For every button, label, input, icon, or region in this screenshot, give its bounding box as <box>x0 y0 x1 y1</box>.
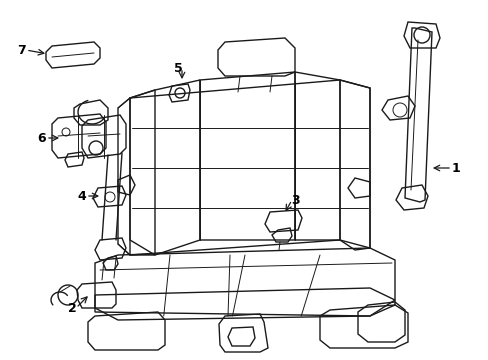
Text: 7: 7 <box>18 44 26 57</box>
Text: 6: 6 <box>38 131 46 144</box>
Text: 4: 4 <box>78 189 86 202</box>
Text: 3: 3 <box>291 194 300 207</box>
Text: 5: 5 <box>173 62 182 75</box>
Text: 2: 2 <box>67 302 76 315</box>
Text: 1: 1 <box>451 162 459 175</box>
